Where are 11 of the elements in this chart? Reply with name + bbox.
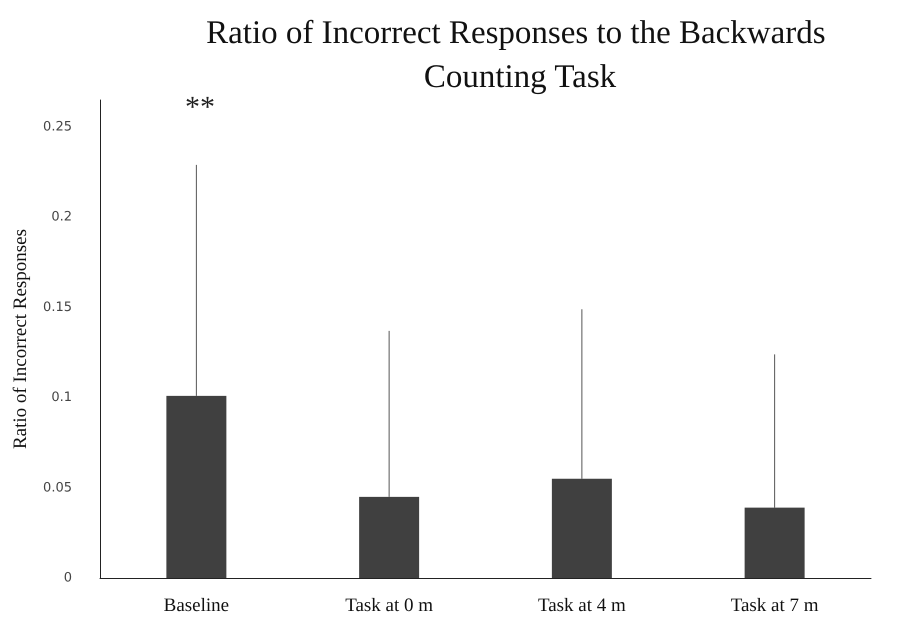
y-tick-label: 0.05 xyxy=(43,480,72,496)
y-tick-label: 0 xyxy=(64,570,72,586)
y-axis-title: Ratio of Incorrect Responses xyxy=(10,228,31,450)
x-tick-label: Task at 4 m xyxy=(538,595,626,616)
y-tick-label: 0.1 xyxy=(51,390,72,406)
y-tick-label: 0.15 xyxy=(43,300,72,315)
x-tick-label: Task at 0 m xyxy=(345,595,434,616)
x-tick-label: Task at 7 m xyxy=(730,595,819,616)
x-tick-label: Baseline xyxy=(164,595,230,616)
y-tick-label: 0.25 xyxy=(43,120,72,135)
y-tick-label: 0.2 xyxy=(51,210,72,225)
